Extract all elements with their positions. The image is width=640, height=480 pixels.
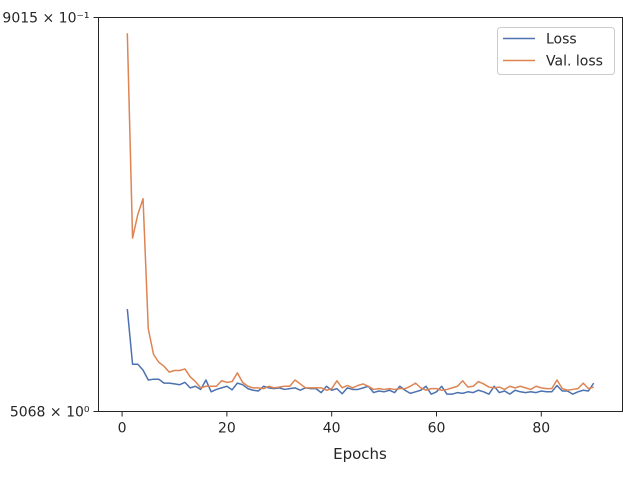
- x-tick-label: 80: [532, 421, 550, 437]
- series-line-val-loss: [126, 33, 594, 391]
- legend-label-loss: Loss: [546, 32, 577, 48]
- y-tick-label: 9015 × 10⁻¹: [2, 11, 89, 27]
- x-axis-label: Epochs: [333, 445, 387, 463]
- legend: Loss Val. loss: [497, 27, 615, 75]
- x-tick-label: 60: [428, 421, 446, 437]
- y-axis: 9015 × 10⁻¹ 5068 × 10⁰: [2, 11, 99, 421]
- x-tick-label: 40: [323, 421, 341, 437]
- x-tick-label: 20: [218, 421, 236, 437]
- legend-label-val-loss: Val. loss: [546, 54, 603, 70]
- x-axis: 0 20 40 60 80: [118, 411, 550, 437]
- x-tick-label: 0: [118, 421, 127, 437]
- series-line-loss: [126, 308, 595, 395]
- series-group: [126, 33, 595, 395]
- y-tick-label: 5068 × 10⁰: [10, 405, 90, 421]
- plot-area: [98, 17, 623, 412]
- plot-frame: [98, 17, 623, 412]
